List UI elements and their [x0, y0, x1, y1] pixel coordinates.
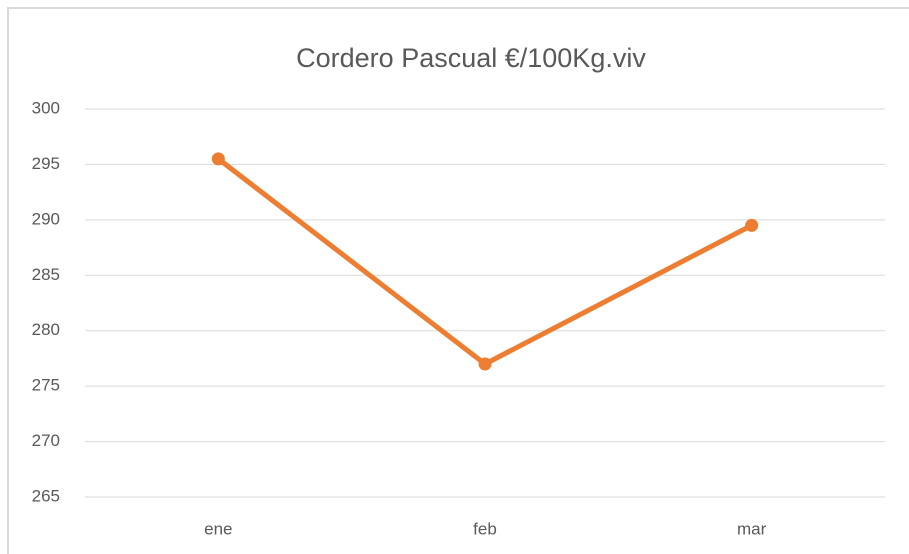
x-tick-label: feb: [473, 519, 497, 538]
y-tick-label: 295: [32, 154, 60, 173]
marker: [478, 357, 492, 371]
y-tick-label: 265: [32, 486, 60, 505]
x-tick-label: mar: [737, 519, 767, 538]
marker: [211, 152, 225, 166]
y-tick-label: 275: [32, 376, 60, 395]
x-tick-label: ene: [204, 519, 232, 538]
y-tick-label: 270: [32, 431, 60, 450]
line: [216, 156, 753, 367]
y-tick-label: 280: [32, 320, 60, 339]
chart-title: Cordero Pascual €/100Kg.viv: [296, 43, 646, 73]
y-tick-label: 290: [32, 209, 60, 228]
y-tick-label: 285: [32, 265, 60, 284]
chart-border: [7, 7, 909, 554]
y-tick-label: 300: [32, 98, 60, 117]
marker: [745, 218, 759, 232]
